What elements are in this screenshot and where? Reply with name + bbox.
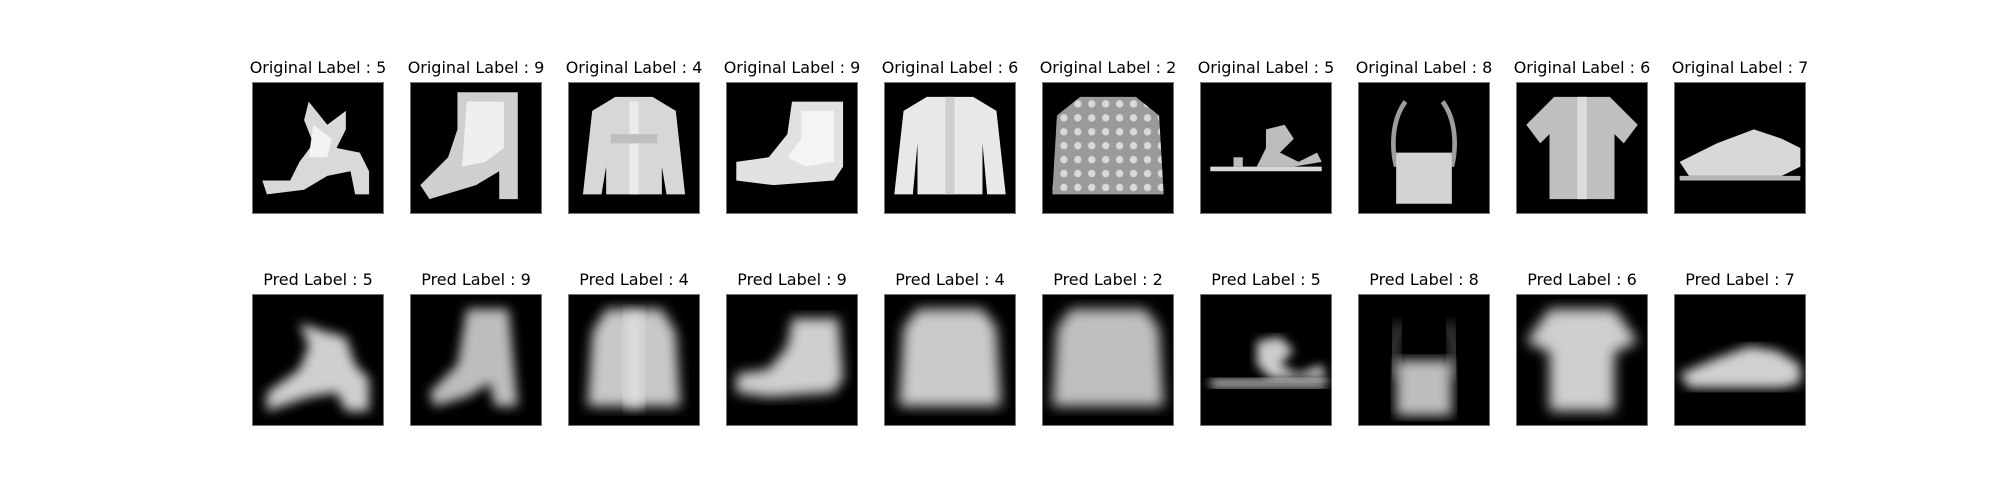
pred-image-4: [726, 294, 858, 426]
ankle-boot-icon: [411, 83, 541, 213]
pred-label-3: Pred Label : 4: [579, 270, 689, 289]
ankle-boot-icon: [727, 83, 857, 213]
original-panel-6: Original Label : 2: [1040, 58, 1176, 214]
original-panel-5: Original Label : 6: [882, 58, 1018, 214]
pred-label-2: Pred Label : 9: [421, 270, 531, 289]
pred-label-5: Pred Label : 4: [895, 270, 1005, 289]
original-label-6: Original Label : 2: [1039, 58, 1177, 77]
original-panel-1: Original Label : 5: [250, 58, 386, 214]
original-panel-10: Original Label : 7: [1672, 58, 1808, 214]
original-panel-4: Original Label : 9: [724, 58, 860, 214]
pred-panel-8: Pred Label : 8: [1358, 270, 1490, 426]
pred-panel-5: Pred Label : 4: [884, 270, 1016, 426]
original-image-5: [884, 82, 1016, 214]
original-panel-3: Original Label : 4: [566, 58, 702, 214]
bag-blur-icon: [1359, 295, 1489, 425]
pred-image-1: [252, 294, 384, 426]
original-image-10: [1674, 82, 1806, 214]
coat-blur-icon: [569, 295, 699, 425]
original-image-2: [410, 82, 542, 214]
pred-image-5: [884, 294, 1016, 426]
original-label-4: Original Label : 9: [723, 58, 861, 77]
pullover-blur-icon: [1043, 295, 1173, 425]
pred-image-10: [1674, 294, 1806, 426]
pred-panel-7: Pred Label : 5: [1200, 270, 1332, 426]
pred-image-2: [410, 294, 542, 426]
sandal-heel-icon: [253, 83, 383, 213]
sneaker-blur-icon: [1675, 295, 1805, 425]
original-image-8: [1358, 82, 1490, 214]
original-label-9: Original Label : 6: [1513, 58, 1651, 77]
pred-panel-9: Pred Label : 6: [1516, 270, 1648, 426]
pred-image-7: [1200, 294, 1332, 426]
pullover-icon: [1043, 83, 1173, 213]
original-image-6: [1042, 82, 1174, 214]
original-image-1: [252, 82, 384, 214]
coat-icon: [569, 83, 699, 213]
pred-panel-1: Pred Label : 5: [252, 270, 384, 426]
pred-label-7: Pred Label : 5: [1211, 270, 1321, 289]
original-image-7: [1200, 82, 1332, 214]
original-image-3: [568, 82, 700, 214]
pred-panel-6: Pred Label : 2: [1042, 270, 1174, 426]
ankle-boot-blur-icon: [727, 295, 857, 425]
original-label-5: Original Label : 6: [881, 58, 1019, 77]
original-panel-2: Original Label : 9: [408, 58, 544, 214]
pred-label-1: Pred Label : 5: [263, 270, 373, 289]
pred-label-4: Pred Label : 9: [737, 270, 847, 289]
sneaker-icon: [1675, 83, 1805, 213]
shirt-blur-icon: [1517, 295, 1647, 425]
sandal-icon: [1201, 83, 1331, 213]
original-panel-8: Original Label : 8: [1356, 58, 1492, 214]
original-label-8: Original Label : 8: [1355, 58, 1493, 77]
sandal-blur-icon: [1201, 295, 1331, 425]
pred-panel-4: Pred Label : 9: [726, 270, 858, 426]
original-panel-7: Original Label : 5: [1198, 58, 1334, 214]
original-label-1: Original Label : 5: [249, 58, 387, 77]
original-image-4: [726, 82, 858, 214]
original-label-2: Original Label : 9: [407, 58, 545, 77]
pred-label-6: Pred Label : 2: [1053, 270, 1163, 289]
original-label-3: Original Label : 4: [565, 58, 703, 77]
pred-label-10: Pred Label : 7: [1685, 270, 1795, 289]
pred-image-3: [568, 294, 700, 426]
shirt-icon: [885, 83, 1015, 213]
original-label-7: Original Label : 5: [1197, 58, 1335, 77]
pred-image-8: [1358, 294, 1490, 426]
original-label-10: Original Label : 7: [1671, 58, 1809, 77]
pred-label-9: Pred Label : 6: [1527, 270, 1637, 289]
original-panel-9: Original Label : 6: [1514, 58, 1650, 214]
sandal-heel-blur-icon: [253, 295, 383, 425]
pred-panel-10: Pred Label : 7: [1674, 270, 1806, 426]
bag-icon: [1359, 83, 1489, 213]
pred-image-6: [1042, 294, 1174, 426]
pred-image-9: [1516, 294, 1648, 426]
pred-panel-3: Pred Label : 4: [568, 270, 700, 426]
shirt-icon: [1517, 83, 1647, 213]
pred-label-8: Pred Label : 8: [1369, 270, 1479, 289]
ankle-boot-blur-icon: [411, 295, 541, 425]
pred-panel-2: Pred Label : 9: [410, 270, 542, 426]
pullover-blur-icon: [885, 295, 1015, 425]
original-image-9: [1516, 82, 1648, 214]
